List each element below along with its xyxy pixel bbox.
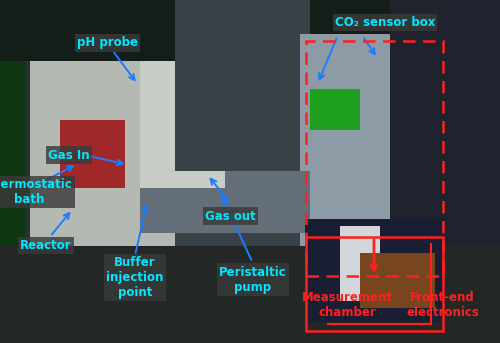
Text: Gas out: Gas out [204,210,256,223]
Text: pH probe: pH probe [77,36,138,49]
Bar [306,237,442,331]
Text: Front-end
electronics: Front-end electronics [406,291,479,319]
Text: Reactor: Reactor [20,239,72,252]
Text: CO₂ sensor box: CO₂ sensor box [335,16,435,29]
Text: Peristaltic
pump: Peristaltic pump [218,265,286,294]
Text: Thermostatic
bath: Thermostatic bath [0,178,73,206]
Text: Buffer
injection
point: Buffer injection point [106,256,164,299]
Text: Gas In: Gas In [48,149,90,162]
Text: Measurement
chamber: Measurement chamber [302,291,393,319]
Bar [306,41,442,276]
